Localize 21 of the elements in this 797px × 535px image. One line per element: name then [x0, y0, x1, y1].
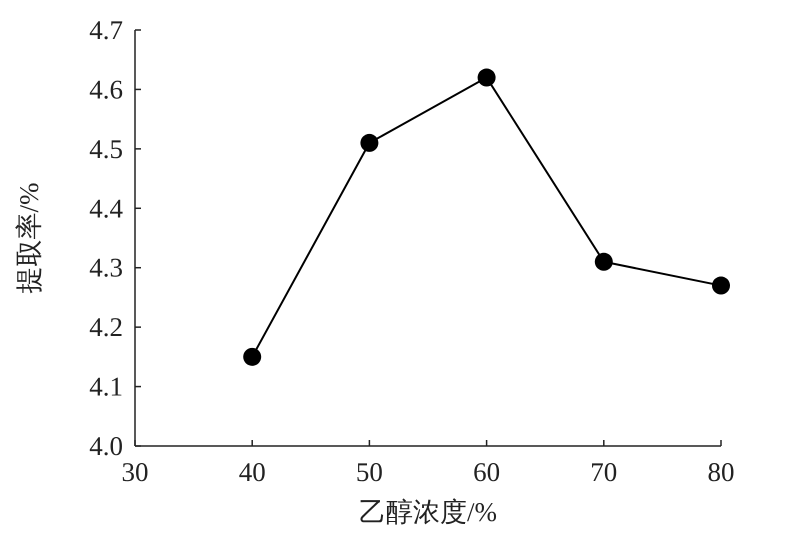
x-tick-label: 50 — [356, 457, 383, 487]
x-tick-label: 80 — [708, 457, 734, 487]
y-tick-label: 4.5 — [89, 134, 123, 164]
point — [478, 68, 496, 87]
x-tick-label: 40 — [238, 457, 266, 487]
x-tick-label: 30 — [122, 457, 148, 487]
x-axis-title: 乙醇浓度/% — [359, 497, 497, 527]
x-tick-label: 70 — [590, 457, 618, 487]
y-tick-label: 4.1 — [89, 372, 123, 402]
y-tick-label: 4.0 — [89, 431, 123, 461]
y-tick-label: 4.3 — [89, 252, 123, 283]
x-tick-label: 60 — [473, 457, 500, 487]
y-tick-label: 4.7 — [89, 15, 123, 45]
point — [712, 276, 730, 295]
y-axis-title: 提取率/% — [14, 182, 44, 294]
y-tick-label: 4.6 — [89, 74, 123, 104]
y-tick-label: 4.2 — [89, 312, 123, 342]
point — [594, 252, 613, 271]
y-tick-label: 4.4 — [89, 193, 124, 224]
point — [360, 134, 378, 152]
point — [243, 348, 262, 366]
